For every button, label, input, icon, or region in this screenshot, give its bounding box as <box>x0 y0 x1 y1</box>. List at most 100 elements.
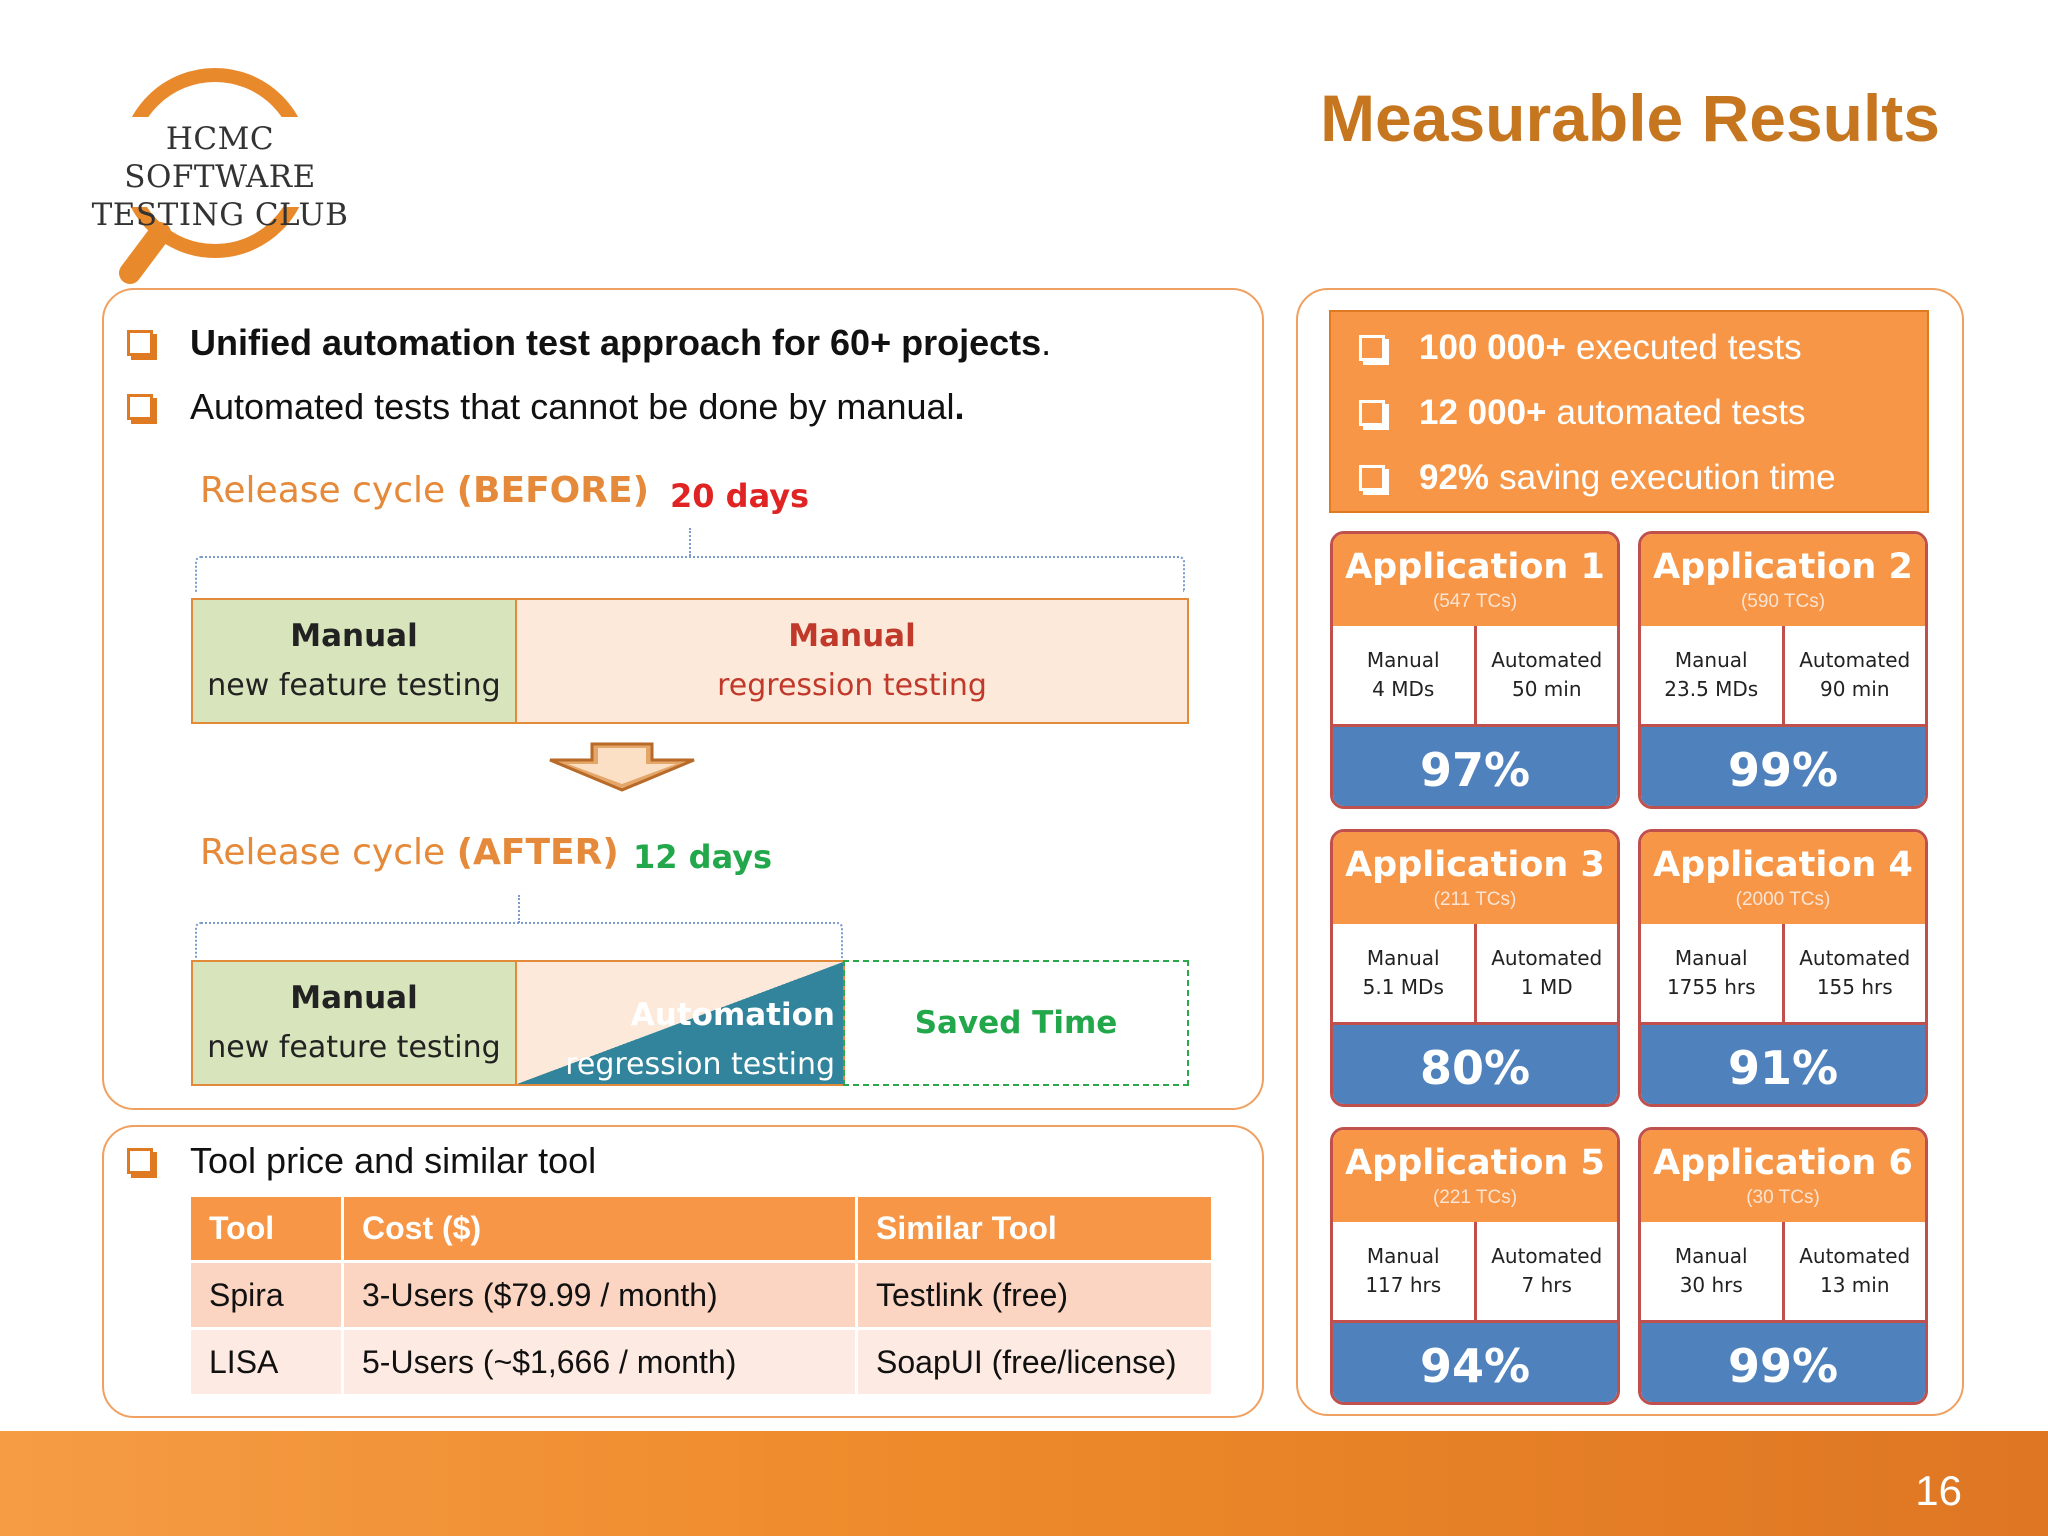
after-manual-box: Manual new feature testing <box>191 960 517 1086</box>
table-header-row: Tool Cost ($) Similar Tool <box>191 1197 1211 1260</box>
app-tcs: (30 TCs) <box>1746 1187 1820 1208</box>
app-tcs: (2000 TCs) <box>1735 889 1831 910</box>
app-tcs: (547 TCs) <box>1432 591 1518 612</box>
cell-label: Manual <box>1674 946 1748 970</box>
box-head: Automation <box>630 997 835 1033</box>
checkbox-icon <box>1359 465 1385 491</box>
cell-label: Manual <box>1366 648 1440 672</box>
app-name: Application 5 <box>1345 1143 1605 1183</box>
cell-value: 50 min <box>1511 677 1582 701</box>
cell-value: 155 hrs <box>1816 975 1893 999</box>
cell-value: 1 MD <box>1520 975 1573 999</box>
automated-cell: Automated 155 hrs <box>1781 924 1926 1022</box>
after-automation-box: Automation regression testing <box>515 960 845 1086</box>
manual-cell: Manual 30 hrs <box>1641 1222 1782 1320</box>
cell-value: 7 hrs <box>1521 1273 1572 1297</box>
cell-label: Automated <box>1799 648 1911 672</box>
label-bold: (AFTER) <box>456 832 619 873</box>
cell-cost: 5-Users (~$1,666 / month) <box>344 1330 855 1394</box>
cell-value: 117 hrs <box>1365 1273 1442 1297</box>
header-cost: Cost ($) <box>344 1197 855 1260</box>
box-head: Manual <box>788 618 916 654</box>
box-head: Manual <box>290 980 418 1016</box>
automated-cell: Automated 50 min <box>1473 626 1618 724</box>
stat-saving: 92% saving execution time <box>1359 458 1836 498</box>
footer-bar: 16 <box>0 1431 2048 1536</box>
stat-label: executed tests <box>1575 328 1802 367</box>
app-tcs: (211 TCs) <box>1433 889 1517 910</box>
checkbox-icon <box>127 330 153 356</box>
cell-tool: LISA <box>191 1330 341 1394</box>
box-sub: regression testing <box>565 1047 835 1082</box>
tool-price-table: Tool Cost ($) Similar Tool Spira 3-Users… <box>188 1194 1214 1397</box>
app-name: Application 1 <box>1345 547 1605 587</box>
checkbox-icon <box>1359 335 1385 361</box>
automated-cell: Automated 7 hrs <box>1473 1222 1618 1320</box>
table-row: Spira 3-Users ($79.99 / month) Testlink … <box>191 1263 1211 1327</box>
stats-box: 100 000+ executed tests 12 000+ automated … <box>1329 310 1929 513</box>
down-arrow-icon <box>549 742 695 792</box>
label-bold: (BEFORE) <box>456 470 650 511</box>
automated-cell: Automated 13 min <box>1781 1222 1926 1320</box>
after-brace-stem <box>518 895 520 923</box>
before-regression-box: Manual regression testing <box>515 598 1189 724</box>
cell-value: 13 min <box>1819 1273 1890 1297</box>
manual-cell: Manual 5.1 MDs <box>1333 924 1474 1022</box>
app-name: Application 3 <box>1345 845 1605 885</box>
after-days: 12 days <box>633 838 773 876</box>
cell-label: Automated <box>1799 946 1911 970</box>
cell-label: Automated <box>1491 648 1603 672</box>
stat-label: saving execution time <box>1499 458 1836 497</box>
before-days: 20 days <box>670 477 810 515</box>
cell-label: Manual <box>1674 648 1748 672</box>
logo-line-1: HCMC SOFTWARE <box>124 121 316 195</box>
cell-label: Manual <box>1674 1244 1748 1268</box>
box-head: Manual <box>290 618 418 654</box>
label-plain: Release cycle <box>200 832 457 873</box>
bullet-rest-text: . <box>1041 322 1052 363</box>
label-plain: Release cycle <box>200 470 457 511</box>
bullet-text: Tool price and similar tool <box>190 1140 597 1181</box>
app-tcs: (221 TCs) <box>1432 1187 1518 1208</box>
bullet-automated: Automated tests that cannot be done by m… <box>127 386 965 428</box>
checkbox-icon <box>1359 400 1385 426</box>
cell-value: 90 min <box>1819 677 1890 701</box>
app-card-5: Application 5 (221 TCs) Manual 117 hrs Aut… <box>1330 1127 1620 1405</box>
saving-percent: 97% <box>1333 724 1617 806</box>
before-manual-box: Manual new feature testing <box>191 598 517 724</box>
cell-tool: Spira <box>191 1263 341 1327</box>
after-brace <box>195 922 843 958</box>
bullet-bold-end: . <box>954 386 965 427</box>
saving-percent: 94% <box>1333 1320 1617 1402</box>
box-sub: new feature testing <box>207 1030 501 1065</box>
release-cycle-after-label: Release cycle (AFTER) <box>200 832 619 873</box>
header-tool: Tool <box>191 1197 341 1260</box>
stat-value: 92% <box>1419 458 1490 497</box>
stat-label: automated tests <box>1556 393 1806 432</box>
saved-time-box: Saved Time <box>843 960 1189 1086</box>
app-tcs: (590 TCs) <box>1740 591 1826 612</box>
bullet-tool-price: Tool price and similar tool <box>127 1140 596 1182</box>
bullet-bold-text: Unified automation test approach for 60+… <box>190 322 1042 363</box>
app-card-6: Application 6 (30 TCs) Manual 30 hrs Autom… <box>1638 1127 1928 1405</box>
app-card-2: Application 2 (590 TCs) Manual 23.5 MDs Au… <box>1638 531 1928 809</box>
stat-value: 100 000+ <box>1419 328 1566 367</box>
app-card-4: Application 4 (2000 TCs) Manual 1755 hrs A… <box>1638 829 1928 1107</box>
app-name: Application 4 <box>1653 845 1913 885</box>
cell-value: 5.1 MDs <box>1362 975 1444 999</box>
before-brace <box>195 556 1185 592</box>
app-card-3: Application 3 (211 TCs) Manual 5.1 MDs Aut… <box>1330 829 1620 1107</box>
cell-value: 4 MDs <box>1372 677 1435 701</box>
bullet-text: Automated tests that cannot be done by m… <box>190 386 955 427</box>
cell-label: Automated <box>1491 946 1603 970</box>
cell-label: Automated <box>1799 1244 1911 1268</box>
stat-value: 12 000+ <box>1419 393 1547 432</box>
cell-label: Manual <box>1366 946 1440 970</box>
page-title: Measurable Results <box>1320 81 1940 155</box>
before-brace-stem <box>689 528 691 556</box>
stat-automated: 12 000+ automated tests <box>1359 393 1806 433</box>
page-number: 16 <box>1915 1467 1962 1514</box>
cell-value: 30 hrs <box>1679 1273 1743 1297</box>
saving-percent: 80% <box>1333 1022 1617 1104</box>
logo-line-2: TESTING CLUB <box>91 197 349 233</box>
